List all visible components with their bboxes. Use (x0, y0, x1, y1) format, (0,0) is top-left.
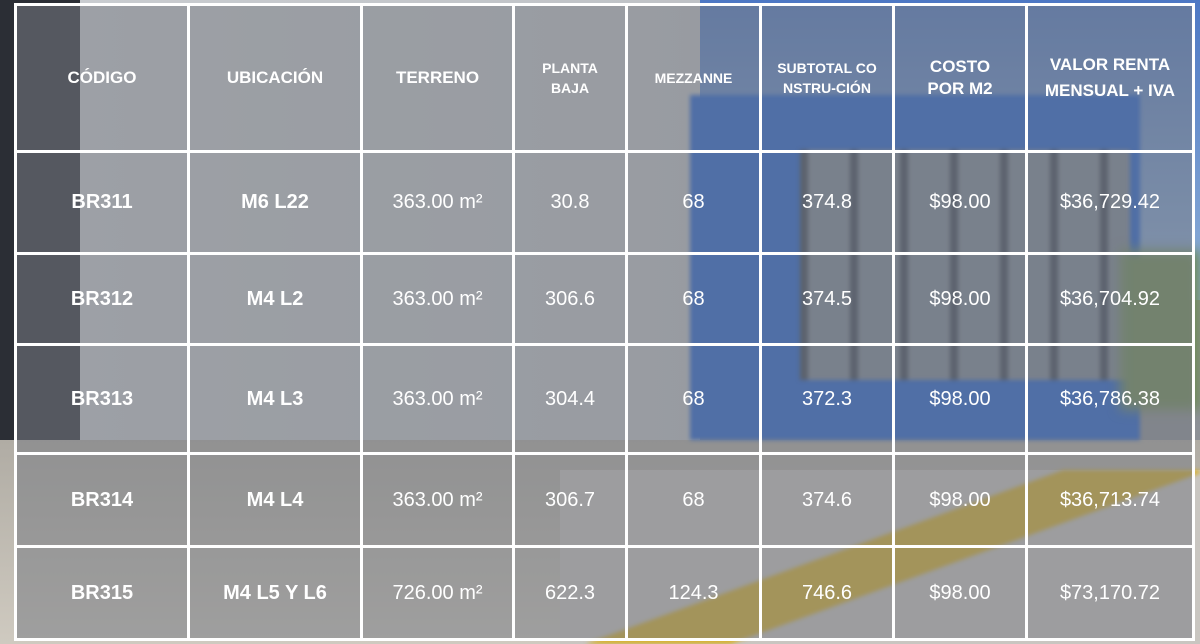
cell-costo: $98.00 (892, 545, 1028, 641)
cell-valor: $36,786.38 (1025, 343, 1195, 455)
header-mezzanne: MEZZANNE (625, 3, 762, 153)
cell-ubicacion: M4 L3 (187, 343, 363, 455)
cell-codigo: BR311 (14, 150, 190, 255)
cell-subtotal: 374.6 (759, 452, 895, 548)
header-ubicacion: UBICACIÓN (187, 3, 363, 153)
cell-costo: $98.00 (892, 150, 1028, 255)
cell-valor: $36,729.42 (1025, 150, 1195, 255)
cell-costo: $98.00 (892, 343, 1028, 455)
cell-costo: $98.00 (892, 252, 1028, 346)
cell-valor: $36,713.74 (1025, 452, 1195, 548)
cell-ubicacion: M4 L4 (187, 452, 363, 548)
cell-codigo: BR313 (14, 343, 190, 455)
cell-planta-baja: 622.3 (512, 545, 628, 641)
cell-mezzanne: 124.3 (625, 545, 762, 641)
header-codigo: CÓDIGO (14, 3, 190, 153)
cell-planta-baja: 306.6 (512, 252, 628, 346)
cell-planta-baja: 30.8 (512, 150, 628, 255)
cell-valor: $73,170.72 (1025, 545, 1195, 641)
cell-costo: $98.00 (892, 452, 1028, 548)
header-planta-baja: PLANTA BAJA (512, 3, 628, 153)
cell-mezzanne: 68 (625, 343, 762, 455)
cell-mezzanne: 68 (625, 252, 762, 346)
cell-mezzanne: 68 (625, 150, 762, 255)
cell-codigo: BR315 (14, 545, 190, 641)
cell-ubicacion: M4 L2 (187, 252, 363, 346)
cell-mezzanne: 68 (625, 452, 762, 548)
header-valor: VALOR RENTA MENSUAL + IVA (1025, 3, 1195, 153)
header-costo: COSTO POR M2 (892, 3, 1028, 153)
cell-terreno: 726.00 m² (360, 545, 515, 641)
cell-terreno: 363.00 m² (360, 252, 515, 346)
cell-planta-baja: 306.7 (512, 452, 628, 548)
cell-subtotal: 372.3 (759, 343, 895, 455)
cell-valor: $36,704.92 (1025, 252, 1195, 346)
cell-codigo: BR312 (14, 252, 190, 346)
cell-subtotal: 746.6 (759, 545, 895, 641)
cell-terreno: 363.00 m² (360, 343, 515, 455)
cell-terreno: 363.00 m² (360, 150, 515, 255)
cell-planta-baja: 304.4 (512, 343, 628, 455)
cell-codigo: BR314 (14, 452, 190, 548)
cell-ubicacion: M4 L5 Y L6 (187, 545, 363, 641)
cell-subtotal: 374.5 (759, 252, 895, 346)
header-subtotal: SUBTOTAL CONSTRU-CIÓN (759, 3, 895, 153)
cell-ubicacion: M6 L22 (187, 150, 363, 255)
cell-terreno: 363.00 m² (360, 452, 515, 548)
header-terreno: TERRENO (360, 3, 515, 153)
cell-subtotal: 374.8 (759, 150, 895, 255)
pricing-table: CÓDIGO UBICACIÓN TERRENO PLANTA BAJA MEZ… (14, 3, 1195, 641)
